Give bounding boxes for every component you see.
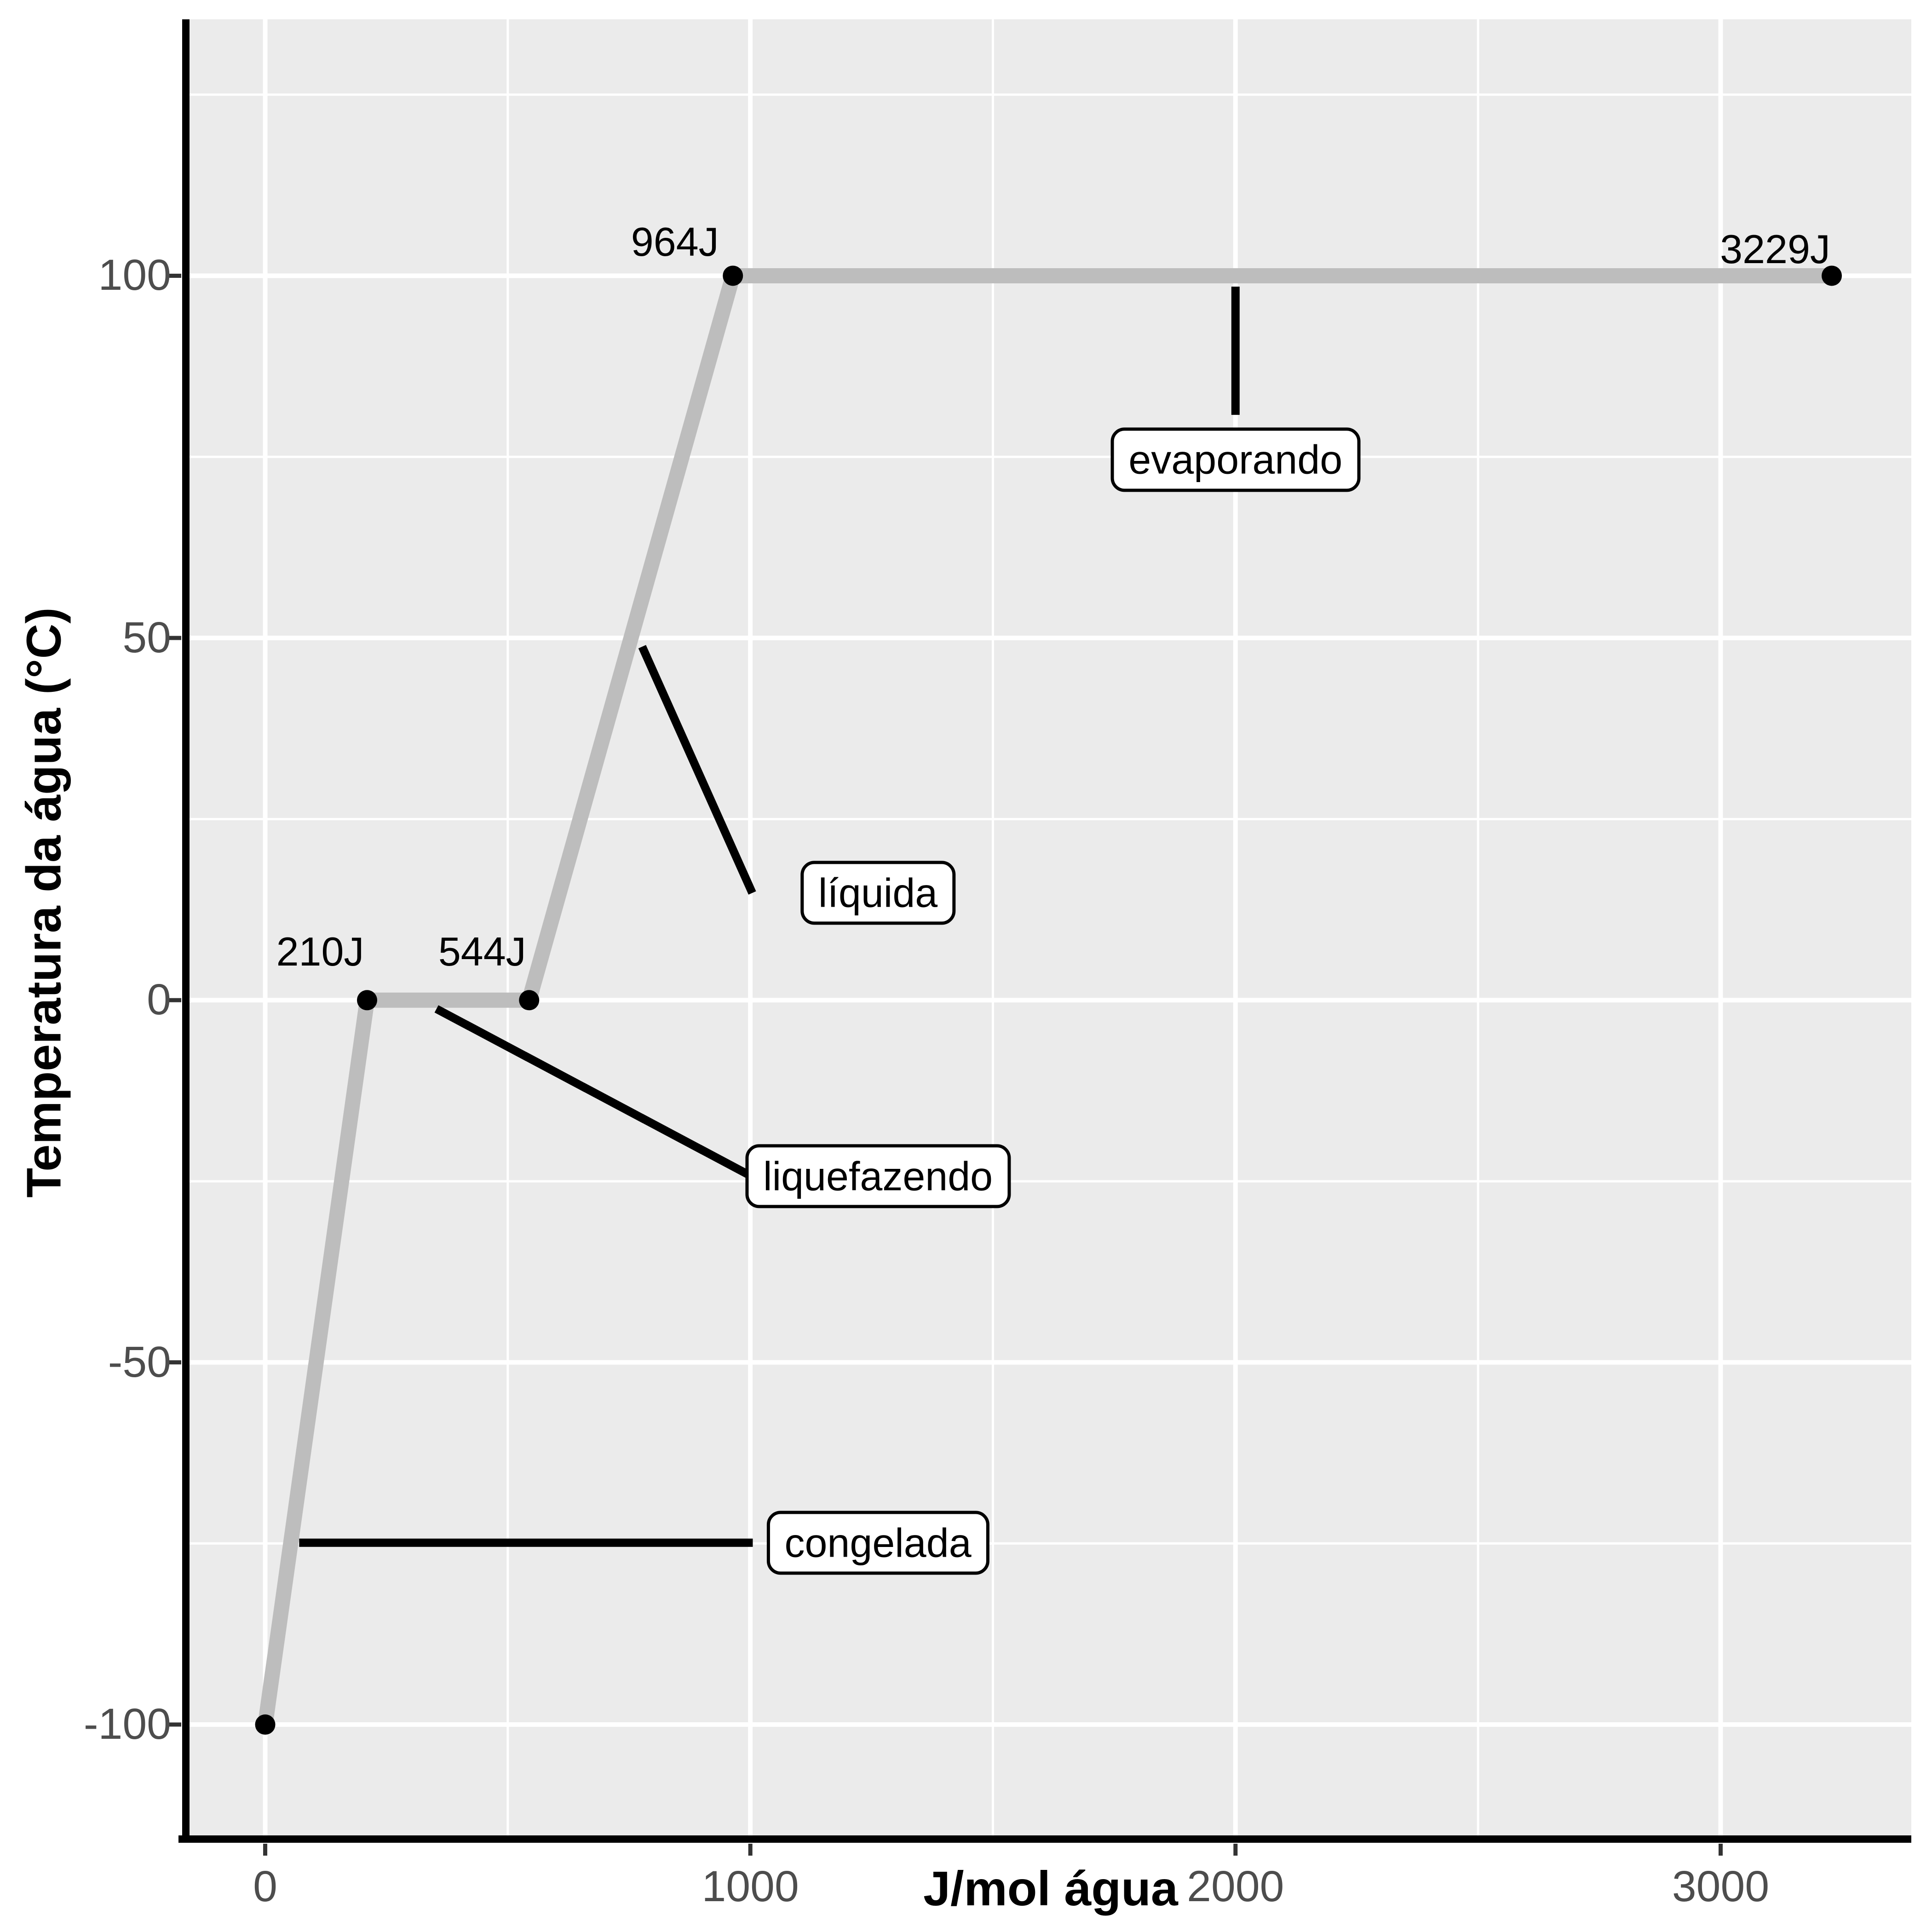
- point-label-964J: 964J: [631, 219, 719, 265]
- annotation-label-congelada: congelada: [766, 1511, 989, 1575]
- annotation-label-evaporando: evaporando: [1110, 427, 1361, 492]
- data-point: [357, 990, 378, 1011]
- annotation-label-líquida: líquida: [800, 861, 956, 925]
- annotation-segment-líquida: [638, 645, 756, 895]
- panel-background: [190, 19, 1911, 1835]
- y-tick-label: 100: [98, 251, 171, 300]
- y-tick-label: 50: [122, 613, 171, 662]
- annotation-segment-liquefazendo: [434, 1005, 753, 1180]
- point-label-210J: 210J: [276, 929, 364, 975]
- data-point: [723, 265, 743, 286]
- point-label-3229J: 3229J: [1720, 226, 1830, 272]
- annotation-label-liquefazendo: liquefazendo: [745, 1144, 1011, 1208]
- y-tick-label: 0: [147, 975, 171, 1024]
- y-tick-label: -50: [108, 1337, 171, 1386]
- x-tick-label: 1000: [702, 1862, 799, 1911]
- data-point: [255, 1714, 276, 1735]
- y-axis-title: Temperatura da água (°C): [17, 607, 71, 1198]
- data-point: [519, 990, 540, 1011]
- x-tick-label: 3000: [1672, 1862, 1770, 1911]
- x-tick-label: 2000: [1187, 1862, 1284, 1911]
- data-point: [1822, 265, 1842, 286]
- point-label-544J: 544J: [438, 929, 526, 975]
- y-tick-label: -100: [83, 1700, 171, 1749]
- x-axis-title: J/mol água: [923, 1862, 1178, 1916]
- x-tick-label: 0: [253, 1862, 277, 1911]
